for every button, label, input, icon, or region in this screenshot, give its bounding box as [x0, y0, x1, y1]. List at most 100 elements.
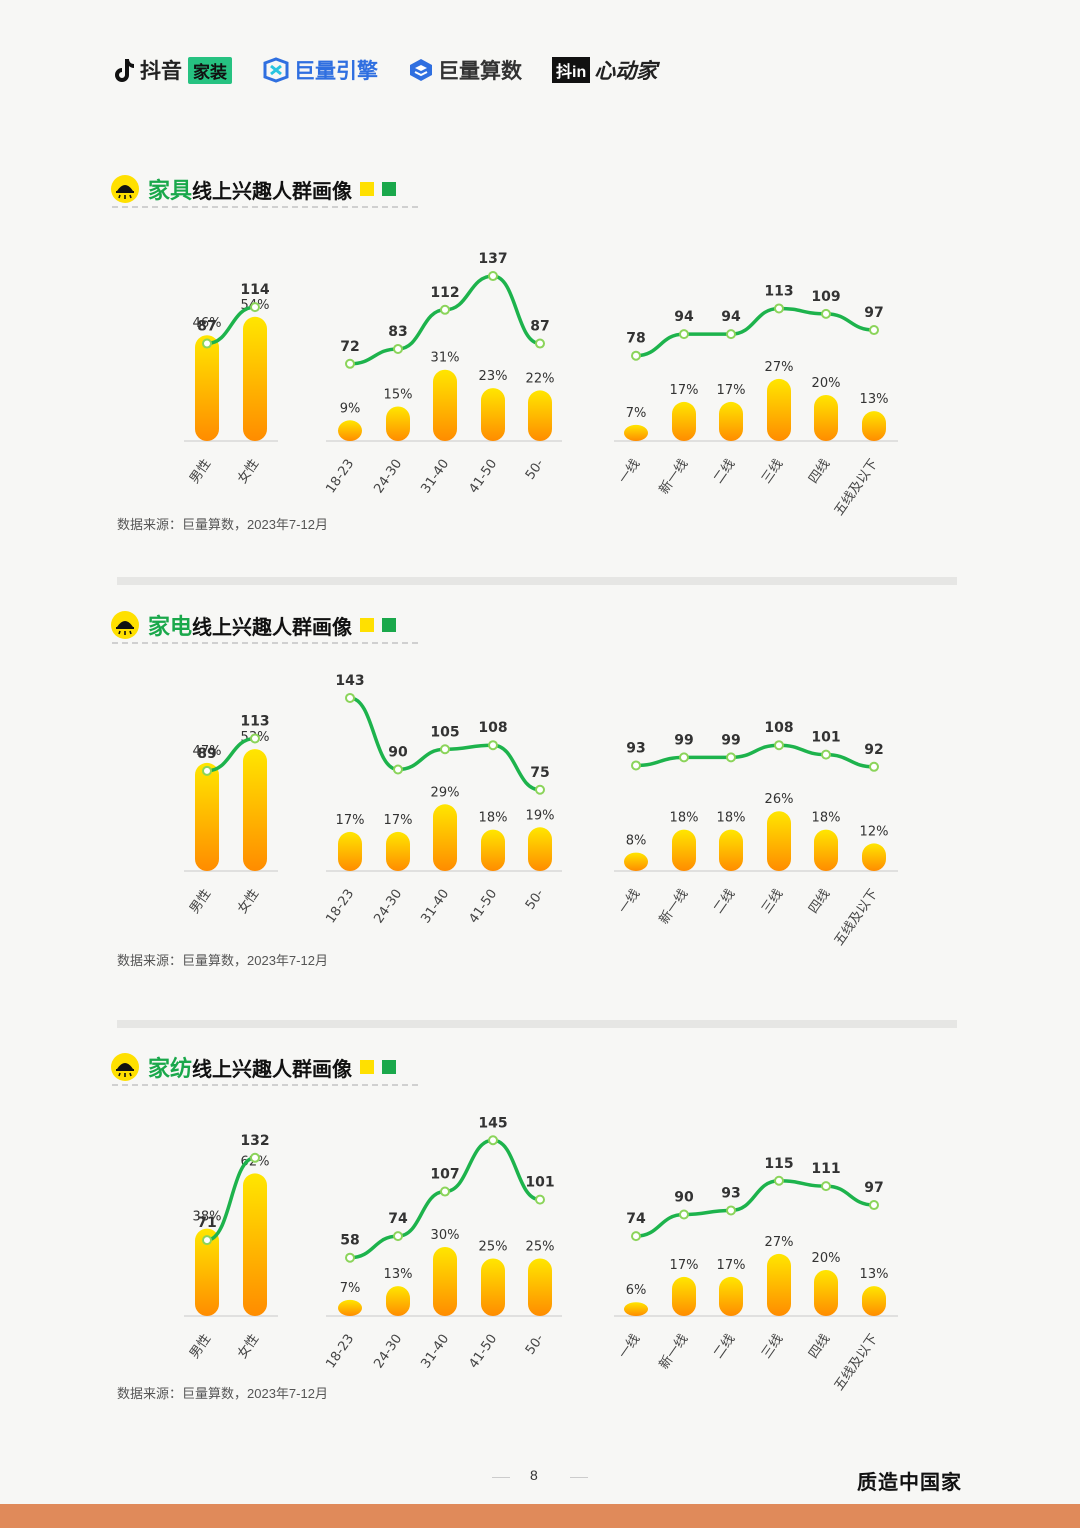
bar [624, 852, 648, 871]
tgi-label: 58 [340, 1233, 359, 1249]
tgi-label: 87 [530, 319, 549, 335]
share-label: 7% [340, 1281, 361, 1296]
share-label: 27% [765, 360, 794, 375]
bar [862, 843, 886, 871]
tgi-point [345, 692, 355, 703]
share-label: 25% [479, 1240, 508, 1255]
tgi-label: 112 [430, 285, 459, 301]
bar [624, 1302, 648, 1316]
x-tick-label: 新一线 [656, 456, 691, 497]
tgi-line [349, 1138, 541, 1260]
bar [481, 388, 505, 441]
x-tick-label: 二线 [711, 457, 738, 487]
x-tick-label: 31-40 [418, 457, 452, 497]
share-label: 13% [860, 392, 889, 407]
bar [243, 1173, 267, 1316]
tgi-label: 90 [674, 1190, 694, 1206]
page-line-left [492, 1477, 510, 1478]
tgi-point [535, 1194, 545, 1205]
tgi-label: 105 [430, 724, 459, 740]
lamp-icon [111, 611, 139, 639]
share-label: 54% [241, 298, 270, 313]
tgi-label: 137 [478, 251, 507, 267]
share-label: 62% [241, 1154, 270, 1169]
tgi-line [635, 743, 875, 769]
tgi-point [250, 302, 260, 313]
tgi-line [635, 1178, 875, 1238]
share-label: 8% [626, 834, 647, 849]
tgi-label: 90 [388, 745, 408, 761]
title-rest: 线上兴趣人群画像 [192, 180, 353, 203]
tgi-point [869, 325, 879, 336]
tgi-label: 99 [721, 732, 740, 748]
tgi-point [393, 1231, 403, 1242]
tgi-point [393, 343, 403, 354]
juliang-engine-icon [263, 57, 289, 83]
bar [719, 1276, 743, 1316]
x-tick-label: 五线及以下 [832, 1332, 882, 1394]
tgi-point [679, 1209, 689, 1220]
tgi-label: 92 [864, 742, 883, 758]
bar [386, 406, 410, 441]
x-tick-label: 男性 [187, 1332, 214, 1362]
share-label: 30% [431, 1228, 460, 1243]
tgi-label: 145 [478, 1115, 507, 1131]
title-highlight: 家具 [148, 178, 193, 203]
bar [862, 1286, 886, 1316]
share-label: 25% [526, 1240, 555, 1255]
share-label: 7% [626, 406, 647, 421]
tgi-label: 89 [197, 746, 216, 762]
tgi-point [440, 304, 450, 315]
juliang-engine-logo: 巨量引擎 [262, 55, 378, 85]
x-tick-label: 五线及以下 [832, 887, 882, 949]
bar [672, 829, 696, 871]
x-tick-label: 50- [523, 886, 548, 912]
x-tick-label: 31-40 [418, 887, 452, 927]
tgi-point [535, 338, 545, 349]
bar [386, 831, 410, 871]
share-label: 13% [384, 1267, 413, 1282]
xindongjia-box: 抖in [552, 57, 591, 83]
juliang-suanshu-icon [410, 59, 432, 81]
x-tick-label: 二线 [711, 887, 738, 917]
share-label: 17% [670, 383, 699, 398]
data-source: 数据来源：巨量算数，2023年7-12月 [117, 517, 328, 532]
tgi-point [774, 1175, 784, 1186]
tgi-label: 94 [721, 309, 741, 325]
share-label: 18% [717, 811, 746, 826]
x-tick-label: 24-30 [371, 887, 405, 927]
tgi-label: 101 [811, 730, 840, 746]
tgi-label: 97 [864, 305, 883, 321]
share-label: 17% [717, 383, 746, 398]
section-title: 家电 线上兴趣人群画像 [110, 602, 397, 648]
section-title: 家纺 线上兴趣人群画像 [110, 1044, 397, 1090]
x-tick-label: 男性 [187, 887, 214, 917]
share-label: 20% [812, 1251, 841, 1266]
tgi-label: 101 [525, 1175, 554, 1191]
tgi-point [631, 1231, 641, 1242]
share-label: 23% [479, 369, 508, 384]
bar [195, 1228, 219, 1316]
footer-bar [0, 1504, 1080, 1528]
tgi-label: 97 [864, 1180, 883, 1196]
share-label: 18% [479, 811, 508, 826]
tgi-point [202, 1235, 212, 1246]
bar [481, 829, 505, 871]
tgi-point [393, 764, 403, 775]
x-tick-label: 三线 [759, 1332, 786, 1362]
tgi-label: 93 [721, 1185, 740, 1201]
tgi-point [440, 744, 450, 755]
tgi-label: 107 [430, 1167, 459, 1183]
title-underline [112, 206, 418, 208]
tgi-point [488, 740, 498, 751]
share-label: 38% [193, 1210, 222, 1225]
x-tick-label: 一线 [616, 887, 643, 917]
bar [528, 390, 552, 441]
x-tick-label: 24-30 [371, 1332, 405, 1372]
share-label: 53% [241, 730, 270, 745]
tgi-line [206, 1156, 256, 1242]
share-label: 15% [384, 388, 413, 403]
tgi-label: 75 [530, 765, 549, 781]
douyin-logo: 抖音 家装 [112, 55, 232, 85]
